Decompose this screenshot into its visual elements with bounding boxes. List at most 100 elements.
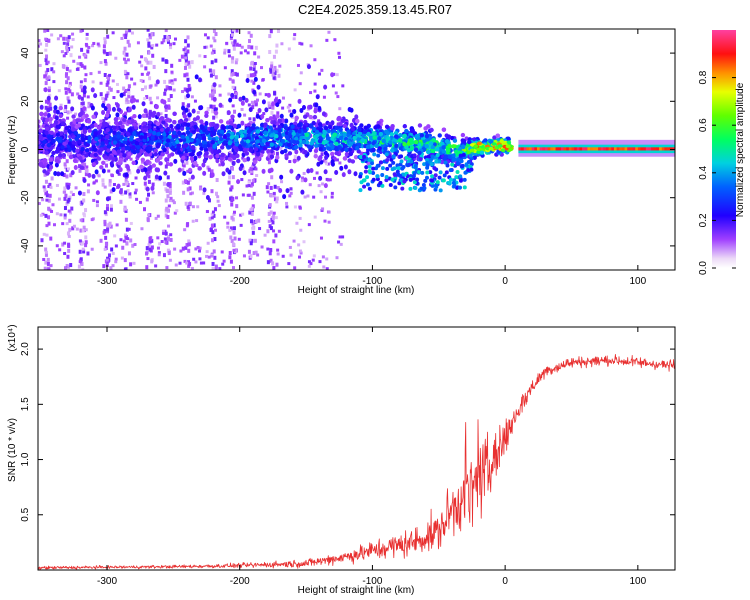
spectrogram-cell	[116, 149, 121, 154]
spectrogram-cell	[162, 231, 166, 235]
spectrogram-cell	[84, 168, 88, 173]
spectrogram-cell	[44, 48, 48, 52]
spectrogram-cell	[161, 120, 166, 125]
spectrogram-cell	[338, 127, 343, 132]
spectrogram-cell	[568, 147, 572, 151]
spectrogram-cell	[419, 133, 425, 138]
spectrogram-cell	[45, 54, 49, 59]
spectrogram-cell	[198, 257, 202, 261]
spectrogram-cell	[268, 49, 272, 54]
spectrogram-cell	[297, 243, 301, 247]
spectrogram-cell	[298, 216, 302, 220]
spectrogram-cell	[212, 85, 216, 90]
spectrogram-cell	[59, 213, 63, 217]
spectrogram-cell	[338, 107, 342, 111]
spectrogram-cell	[39, 111, 44, 117]
spectrogram-cell	[277, 229, 281, 233]
spectrogram-cell	[590, 147, 594, 151]
spectrogram-cell	[185, 122, 191, 127]
spectrogram-cell	[144, 251, 148, 256]
spectrogram-cell	[279, 174, 284, 180]
spectrogram-cell	[249, 73, 253, 78]
spectrogram-cell	[126, 154, 130, 158]
spectrogram-cell	[107, 223, 111, 228]
spectrogram-cell	[435, 147, 440, 152]
spectrogram-cell	[87, 183, 91, 187]
spectrogram-cell	[79, 80, 83, 84]
spectrogram-cell	[125, 241, 129, 246]
spectrogram-cell	[397, 181, 402, 186]
spectrogram-cell	[198, 77, 203, 83]
spectrogram-cell	[309, 44, 313, 48]
spectrogram-cell	[44, 70, 48, 75]
spectrogram-cell	[75, 148, 80, 153]
spectrogram-cell	[276, 248, 280, 252]
spectrogram-cell	[69, 263, 73, 268]
spectrogram-cell	[127, 169, 131, 174]
spectrogram-cell	[67, 147, 72, 153]
spectrogram-cell	[499, 139, 504, 144]
spectrogram-cell	[122, 117, 127, 123]
spectrogram-cell	[241, 95, 246, 101]
spectrogram-cell	[324, 160, 328, 164]
spectrogram-cell	[54, 158, 60, 163]
spectrogram-cell	[126, 39, 130, 44]
spectrogram-cell	[372, 135, 377, 140]
spectrogram-cell	[127, 91, 131, 96]
spectrogram-cell	[143, 97, 147, 101]
spectrogram-cell	[49, 130, 54, 136]
spectrogram-cell	[77, 264, 81, 269]
spectrogram-cell	[65, 182, 69, 187]
spectrogram-cell	[149, 156, 153, 160]
spectrogram-cell	[69, 53, 73, 58]
spectrogram-cell	[210, 254, 214, 258]
spectrogram-cell	[105, 196, 110, 202]
spectrogram-cell	[102, 100, 106, 105]
spectrogram-cell	[127, 84, 131, 89]
spectrogram-cell	[118, 189, 123, 195]
spectrogram-cell	[275, 262, 279, 267]
spectrogram-cell	[143, 167, 148, 173]
spectrogram-cell	[185, 130, 191, 135]
spectrogram-cell	[235, 204, 239, 209]
spectrogram-cell	[212, 115, 216, 120]
spectrogram-cell	[336, 95, 340, 99]
spectrogram-cell	[247, 31, 251, 35]
spectrogram-cell	[283, 148, 288, 154]
spectrogram-cell	[276, 252, 280, 256]
spectrogram-cell	[262, 146, 268, 151]
spectrogram-cell	[605, 147, 609, 151]
spectrogram-cell	[82, 212, 86, 216]
spectrogram-cell	[159, 116, 164, 121]
spectrogram-cell	[83, 162, 87, 167]
spectrogram-cell	[523, 147, 527, 151]
spectrogram-cell	[269, 67, 273, 72]
spectrogram-cell	[166, 236, 170, 241]
spectrogram-cell	[627, 147, 631, 151]
spectrogram-cell	[587, 147, 591, 151]
spectrogram-cell	[365, 175, 370, 180]
spectrogram-cell	[183, 65, 187, 70]
spectrogram-cell	[63, 241, 67, 245]
spectrogram-cell	[398, 162, 403, 167]
spectrogram-cell	[278, 187, 283, 193]
spectrogram-cell	[251, 164, 255, 168]
spectrogram-cell	[61, 242, 65, 247]
spectrogram-cell	[122, 57, 126, 61]
spectrogram-cell	[363, 125, 368, 130]
spectrogram-cell	[275, 114, 280, 119]
spectrogram-cell	[104, 94, 108, 98]
spectrogram-cell	[131, 95, 135, 99]
spectrogram-cell	[365, 144, 371, 150]
spectrogram-cell	[212, 249, 216, 254]
spectrogram-cell	[253, 76, 258, 82]
spectrogram-cell	[87, 101, 91, 105]
spectrogram-cell	[199, 261, 203, 265]
spectrogram-cell	[229, 196, 233, 201]
spectrogram-cell	[450, 162, 455, 167]
spectrogram-cell	[212, 96, 217, 102]
spectrogram-cell	[127, 94, 131, 99]
spectrogram-cell	[284, 118, 289, 124]
spectrogram-cell	[621, 147, 625, 151]
